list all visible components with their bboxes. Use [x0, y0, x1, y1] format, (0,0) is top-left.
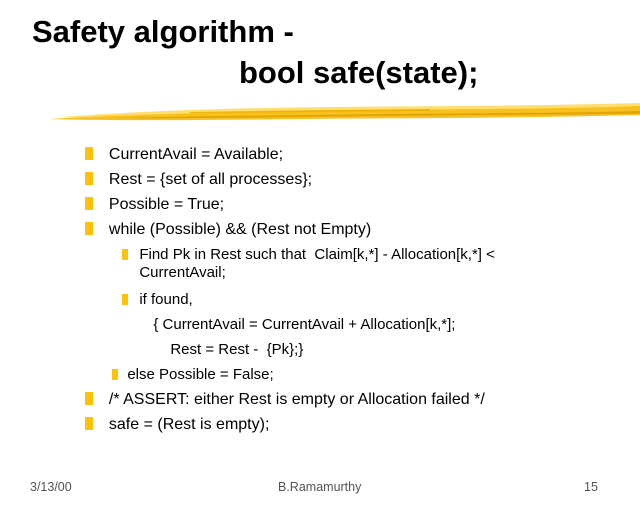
footer-author: B.Ramamurthy [278, 480, 362, 494]
list-item-text: CurrentAvail = Available; [108, 146, 284, 163]
list-item: while (Possible) && (Rest not Empty) [76, 206, 371, 238]
bullet-icon [112, 369, 119, 380]
bullet-icon [84, 417, 93, 430]
list-item-text: else Possible = False; [127, 366, 274, 383]
list-item: Rest = {set of all processes}; [76, 156, 312, 188]
bullet-icon [122, 294, 129, 305]
brush-stroke-dark-streak [110, 111, 640, 119]
list-item-text: Rest = {set of all processes}; [108, 171, 313, 188]
bullet-icon [122, 249, 129, 260]
list-item-text: safe = (Rest is empty); [108, 416, 270, 433]
list-item: /* ASSERT: either Rest is empty or Alloc… [76, 376, 485, 408]
bullet-icon [84, 222, 93, 235]
footer-date: 3/13/00 [30, 480, 72, 494]
code-line: Rest = Rest - {Pk};} [162, 327, 303, 357]
list-item-text: if found, [139, 291, 193, 308]
list-item: else Possible = False; [104, 352, 274, 382]
code-line-text: Rest = Rest - {Pk};} [170, 341, 304, 358]
brush-stroke-underline-icon [50, 103, 640, 121]
code-line: { CurrentAvail = CurrentAvail + Allocati… [145, 302, 455, 332]
code-line-text: { CurrentAvail = CurrentAvail + Allocati… [153, 316, 456, 333]
brush-stroke-mid-streak [190, 109, 430, 114]
list-item-text: CurrentAvail; [139, 264, 226, 281]
bullet-icon [84, 147, 93, 160]
list-item-text: Possible = True; [108, 196, 225, 213]
slide-title-line1: Safety algorithm - [32, 14, 294, 49]
list-item: Find Pk in Rest such that Claim[k,*] - A… [114, 232, 495, 262]
list-item: Possible = True; [76, 181, 224, 213]
list-item: CurrentAvail = Available; [76, 131, 283, 163]
list-item: if found, [114, 277, 193, 307]
footer-page-number: 15 [584, 480, 598, 494]
list-item-text: /* ASSERT: either Rest is empty or Alloc… [108, 391, 485, 408]
list-item: safe = (Rest is empty); [76, 401, 269, 433]
slide-title-line2: bool safe(state); [239, 55, 479, 90]
list-item-text: while (Possible) && (Rest not Empty) [108, 221, 372, 238]
bullet-icon [84, 392, 93, 405]
bullet-icon [84, 197, 93, 210]
list-item-text: Find Pk in Rest such that Claim[k,*] - A… [139, 246, 495, 263]
bullet-icon [84, 172, 93, 185]
list-item-continuation: CurrentAvail; [131, 250, 226, 281]
